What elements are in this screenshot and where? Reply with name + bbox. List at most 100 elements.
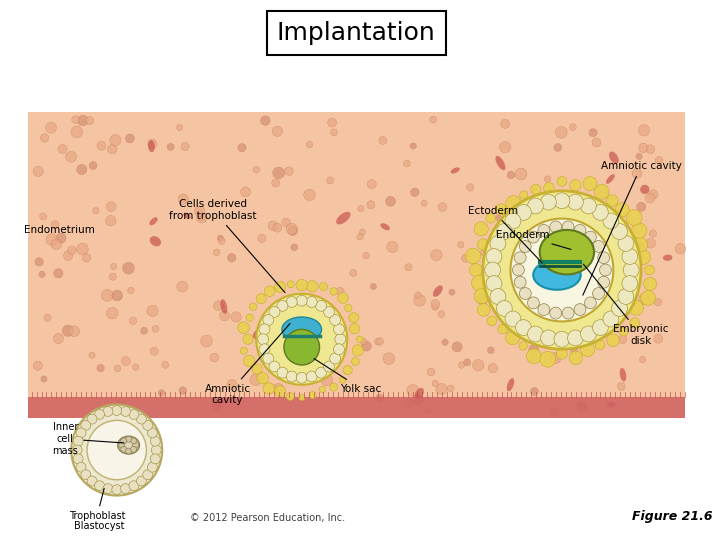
- Circle shape: [194, 206, 205, 217]
- Circle shape: [641, 291, 655, 306]
- Circle shape: [76, 462, 86, 472]
- Circle shape: [507, 171, 515, 179]
- Circle shape: [119, 442, 125, 448]
- Ellipse shape: [415, 388, 424, 400]
- Circle shape: [634, 241, 644, 251]
- Circle shape: [510, 219, 613, 321]
- Circle shape: [93, 207, 99, 214]
- Circle shape: [580, 198, 596, 214]
- Circle shape: [272, 126, 282, 137]
- Ellipse shape: [495, 156, 505, 170]
- Circle shape: [546, 329, 554, 338]
- Circle shape: [386, 197, 395, 206]
- Text: Figure 21.6: Figure 21.6: [632, 510, 713, 523]
- Circle shape: [626, 210, 642, 226]
- Circle shape: [477, 239, 489, 250]
- Circle shape: [614, 221, 622, 229]
- Circle shape: [376, 394, 384, 402]
- Circle shape: [505, 195, 521, 211]
- Circle shape: [253, 166, 260, 173]
- Circle shape: [151, 445, 161, 455]
- Circle shape: [474, 288, 490, 303]
- Circle shape: [297, 373, 307, 383]
- Circle shape: [415, 292, 421, 298]
- Circle shape: [77, 165, 87, 174]
- Circle shape: [302, 336, 310, 344]
- Circle shape: [592, 138, 601, 147]
- Circle shape: [269, 361, 280, 372]
- Circle shape: [76, 243, 89, 255]
- Circle shape: [107, 144, 117, 154]
- Circle shape: [246, 314, 253, 321]
- Circle shape: [467, 184, 474, 191]
- Circle shape: [639, 125, 649, 136]
- Circle shape: [436, 383, 447, 395]
- Circle shape: [53, 333, 63, 343]
- Circle shape: [585, 281, 596, 291]
- Circle shape: [611, 301, 627, 316]
- Circle shape: [544, 183, 554, 193]
- Circle shape: [639, 143, 648, 153]
- Circle shape: [263, 314, 274, 326]
- Circle shape: [528, 345, 539, 354]
- Circle shape: [132, 442, 138, 448]
- Circle shape: [114, 365, 121, 372]
- Circle shape: [333, 324, 344, 335]
- Circle shape: [297, 295, 307, 306]
- Circle shape: [519, 288, 531, 300]
- Circle shape: [45, 122, 56, 133]
- Ellipse shape: [380, 223, 390, 231]
- Circle shape: [35, 258, 43, 266]
- Circle shape: [349, 323, 360, 334]
- Circle shape: [432, 380, 438, 387]
- Circle shape: [554, 144, 562, 151]
- Circle shape: [580, 342, 595, 356]
- Ellipse shape: [451, 167, 460, 173]
- Circle shape: [514, 276, 526, 288]
- Circle shape: [376, 338, 384, 345]
- Circle shape: [505, 330, 520, 345]
- Ellipse shape: [149, 217, 158, 225]
- Circle shape: [606, 195, 618, 206]
- Circle shape: [618, 335, 627, 343]
- Circle shape: [143, 421, 153, 430]
- Circle shape: [649, 230, 657, 237]
- Circle shape: [148, 139, 157, 148]
- Circle shape: [490, 288, 506, 305]
- Circle shape: [490, 235, 506, 252]
- Circle shape: [589, 129, 597, 137]
- Circle shape: [284, 167, 293, 176]
- Circle shape: [551, 408, 559, 416]
- Circle shape: [152, 326, 159, 332]
- Circle shape: [330, 314, 341, 326]
- Circle shape: [304, 189, 315, 201]
- Circle shape: [633, 237, 647, 252]
- Circle shape: [89, 352, 95, 359]
- Circle shape: [590, 225, 598, 232]
- Circle shape: [329, 319, 340, 329]
- Circle shape: [359, 229, 366, 235]
- Circle shape: [581, 336, 590, 345]
- Circle shape: [533, 274, 541, 284]
- Circle shape: [623, 301, 632, 310]
- Circle shape: [636, 249, 651, 265]
- Text: Implantation: Implantation: [276, 21, 436, 45]
- Circle shape: [550, 353, 561, 364]
- Circle shape: [567, 194, 583, 210]
- Circle shape: [611, 224, 627, 239]
- Circle shape: [403, 160, 410, 167]
- Circle shape: [258, 234, 266, 242]
- Circle shape: [112, 406, 122, 415]
- Circle shape: [111, 264, 117, 269]
- Circle shape: [531, 387, 539, 395]
- Circle shape: [529, 354, 537, 362]
- Circle shape: [143, 470, 153, 480]
- Circle shape: [636, 153, 642, 159]
- Circle shape: [122, 356, 130, 366]
- Circle shape: [555, 126, 567, 138]
- Circle shape: [33, 166, 43, 177]
- Circle shape: [498, 325, 508, 334]
- Circle shape: [97, 141, 106, 150]
- Circle shape: [129, 317, 137, 325]
- Circle shape: [495, 204, 507, 215]
